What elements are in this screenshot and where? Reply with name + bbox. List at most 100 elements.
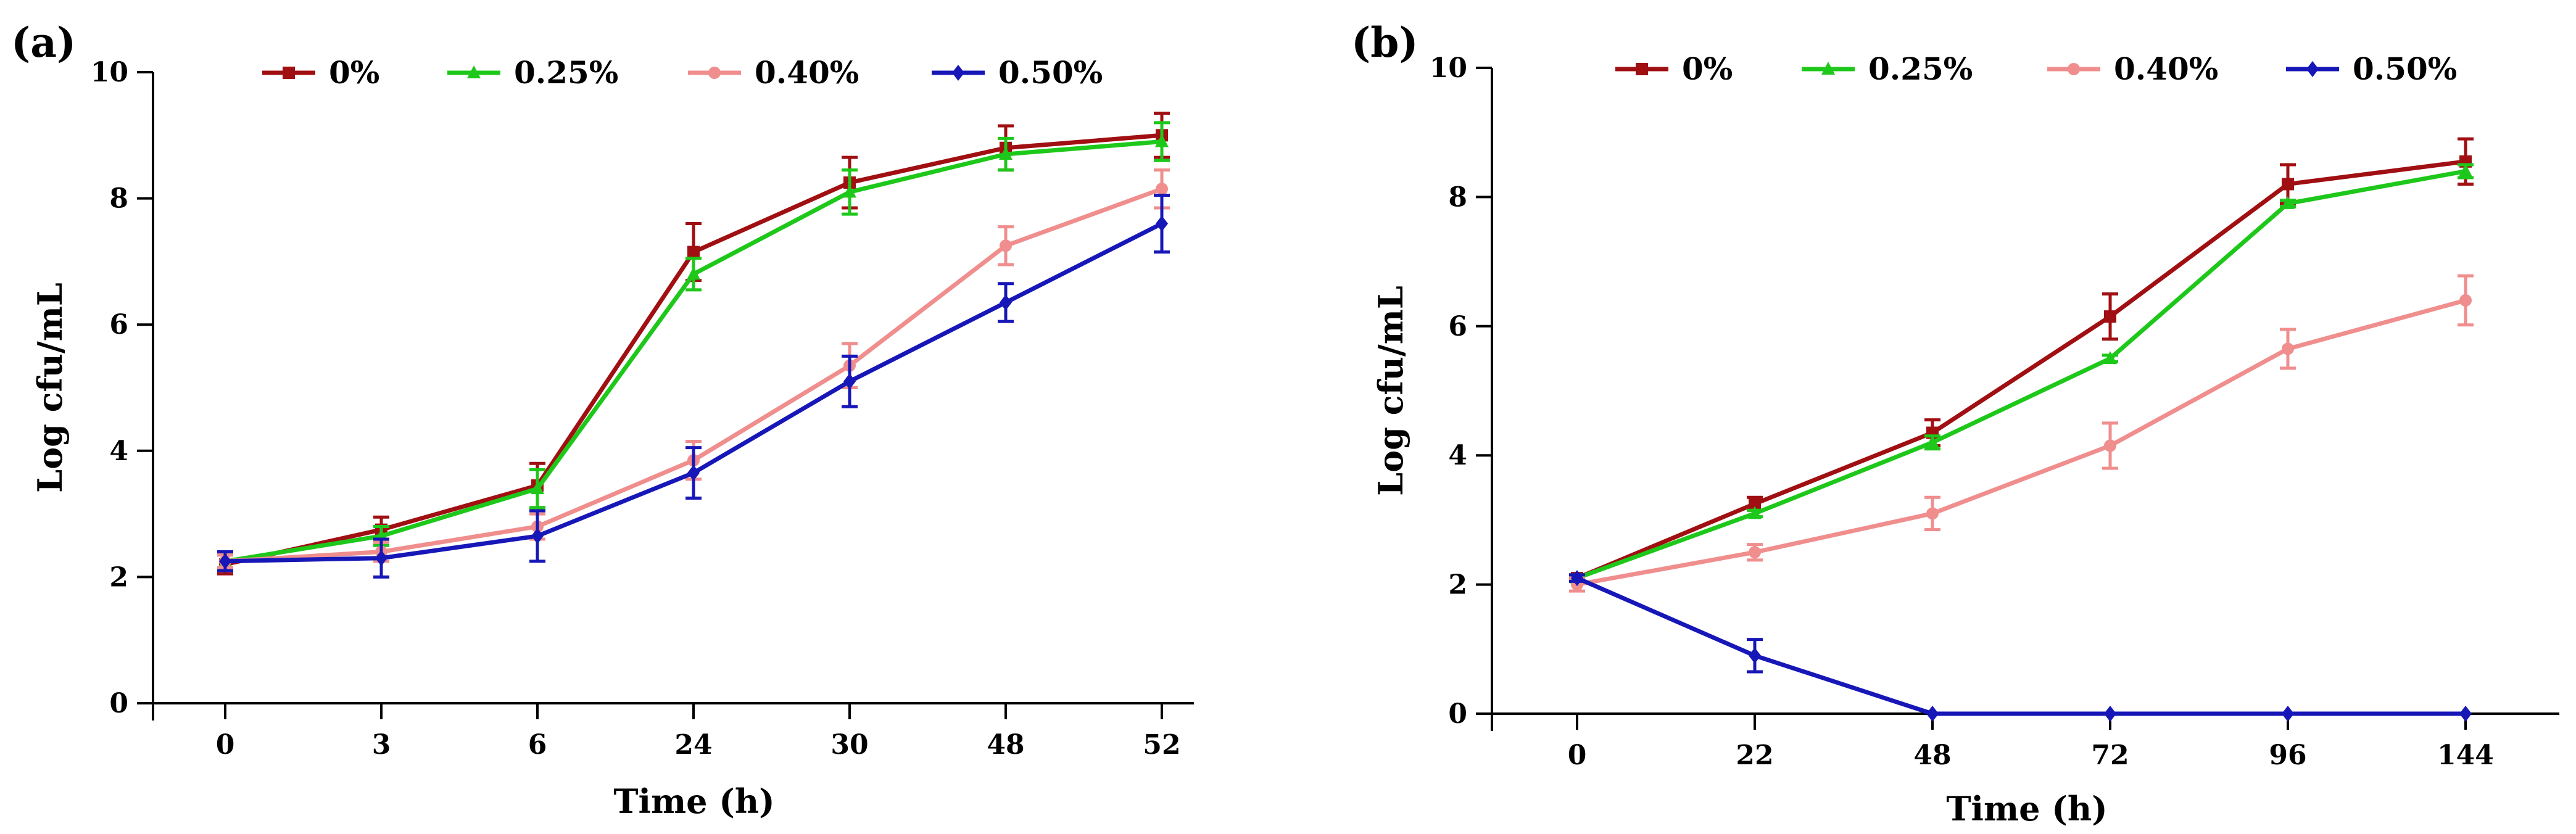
series-0.50%	[1569, 570, 2472, 722]
x-axis-title: Time (h)	[613, 782, 774, 821]
legend-marker	[2068, 63, 2080, 75]
series-line	[225, 133, 1162, 567]
data-point	[1155, 134, 1169, 147]
data-point	[2282, 342, 2294, 355]
data-point	[687, 266, 700, 280]
data-point	[1926, 435, 1939, 448]
data-point	[1156, 215, 1168, 232]
y-tick-label: 10	[91, 57, 128, 88]
y-axis-title: Log cfu/mL	[30, 283, 70, 493]
legend-item: 0.50%	[2286, 51, 2457, 87]
data-point	[2104, 310, 2116, 323]
data-point	[1156, 183, 1168, 196]
data-point	[531, 527, 544, 544]
series-line	[1576, 576, 2466, 716]
legend-label: 0.40%	[2114, 51, 2218, 87]
series-0%	[1569, 137, 2474, 585]
panel-label: (a)	[11, 19, 76, 67]
series-0.50%	[217, 193, 1170, 579]
x-tick-label: 24	[674, 729, 712, 761]
data-point	[843, 184, 856, 198]
data-point	[2459, 294, 2472, 307]
legend-item: 0%	[1615, 51, 1733, 87]
x-tick-label: 72	[2091, 740, 2129, 771]
legend-marker	[283, 67, 295, 79]
legend-marker	[1821, 62, 1835, 75]
y-tick-label: 6	[109, 309, 128, 341]
legend-marker	[2306, 61, 2319, 77]
series-0.40%	[1569, 274, 2474, 593]
series-0%	[217, 111, 1170, 576]
y-tick-label: 8	[109, 183, 128, 215]
chart-panel-2: (b) 0 2 4 6 8 10 0 22 48 72 96 144 Time (h) Log cfu/mL…	[1351, 19, 2559, 828]
data-point	[687, 464, 700, 481]
data-point	[2281, 196, 2295, 209]
data-point	[1749, 497, 1761, 510]
y-axis-title: Log cfu/mL	[1371, 286, 1410, 496]
y-tick-label: 0	[109, 688, 128, 719]
data-point	[2104, 439, 2116, 452]
x-tick-label: 22	[1736, 740, 1773, 771]
data-point	[1000, 294, 1012, 311]
data-point	[1571, 570, 1583, 587]
data-point	[2103, 351, 2117, 365]
x-tick-label: 0	[216, 729, 235, 761]
x-tick-label: 6	[528, 729, 547, 761]
legend-label: 0%	[329, 54, 379, 91]
x-tick-label: 48	[987, 729, 1024, 761]
series-line	[1576, 298, 2466, 587]
legend-item: 0.50%	[932, 54, 1103, 91]
data-point	[531, 481, 544, 495]
x-tick-label: 3	[372, 729, 391, 761]
x-tick-label: 30	[830, 729, 868, 761]
legend-label: 0%	[1682, 51, 1733, 87]
data-point	[1000, 239, 1012, 252]
y-tick-label: 2	[1448, 569, 1467, 601]
data-point	[1926, 507, 1939, 520]
legend-marker	[708, 67, 721, 79]
legend-label: 0.25%	[514, 54, 618, 91]
data-point	[1926, 706, 1939, 722]
legend-item: 0.25%	[1802, 51, 1973, 87]
panel-label: (b)	[1351, 19, 1418, 67]
legend-item: 0.40%	[2047, 51, 2218, 87]
y-tick-label: 10	[1430, 52, 1467, 84]
x-tick-label: 144	[2437, 740, 2494, 771]
data-point	[1748, 506, 1762, 519]
y-tick-label: 2	[109, 561, 128, 593]
data-point	[375, 550, 387, 566]
data-point	[2282, 706, 2294, 722]
legend-marker	[1636, 63, 1648, 75]
y-tick-label: 4	[109, 436, 128, 467]
legend-label: 0.40%	[755, 54, 859, 91]
legend-item: 0.40%	[688, 54, 859, 91]
y-tick-label: 8	[1448, 181, 1467, 213]
x-axis-title: Time (h)	[1946, 789, 2107, 828]
data-point	[2104, 706, 2116, 722]
y-tick-label: 0	[1448, 698, 1467, 730]
legend-marker	[467, 65, 481, 78]
data-point	[687, 246, 700, 258]
data-point	[999, 146, 1013, 160]
x-tick-label: 48	[1913, 740, 1951, 771]
data-point	[843, 373, 856, 390]
legend-item: 0%	[262, 54, 379, 91]
data-point	[2459, 706, 2472, 722]
x-tick-label: 0	[1568, 740, 1587, 771]
y-tick-label: 6	[1448, 311, 1467, 342]
legend-label: 0.50%	[2353, 51, 2457, 87]
series-line	[1576, 159, 2466, 580]
y-tick-label: 4	[1448, 440, 1467, 471]
data-point	[219, 553, 231, 569]
series-line	[1576, 169, 2466, 580]
legend-label: 0.25%	[1868, 51, 1973, 87]
data-point	[2459, 163, 2472, 177]
legend-item: 0.25%	[447, 54, 618, 91]
x-tick-label: 96	[2269, 740, 2306, 771]
x-tick-label: 52	[1143, 729, 1180, 761]
data-point	[1749, 546, 1761, 559]
series-0.25%	[217, 121, 1170, 569]
legend-label: 0.50%	[998, 54, 1103, 91]
